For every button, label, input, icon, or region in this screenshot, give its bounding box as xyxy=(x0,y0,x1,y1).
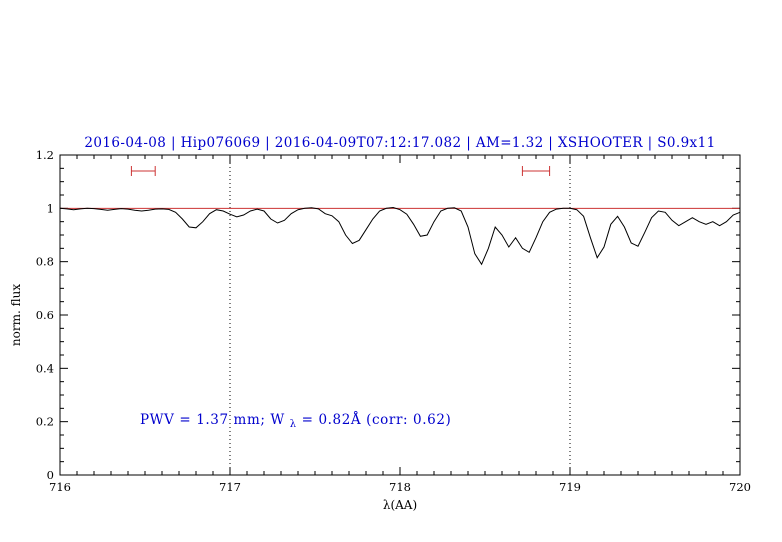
plot-frame xyxy=(59,154,741,476)
pwv-annotation-suffix: = 0.82Å (corr: 0.62) xyxy=(302,412,452,428)
y-tick-label: 0.2 xyxy=(36,415,54,429)
dotted-vlines xyxy=(229,155,571,475)
x-tick-label: 719 xyxy=(559,480,581,494)
spectrum-line xyxy=(59,206,741,266)
y-tick-label: 1 xyxy=(47,201,54,215)
x-tick-label: 717 xyxy=(219,480,241,494)
y-axis-label: norm. flux xyxy=(9,284,23,346)
y-tick-label: 0.4 xyxy=(36,361,54,375)
lambda-subscript: λ xyxy=(290,419,297,430)
pwv-annotation: PWV = 1.37 mm; W λ = 0.82Å (corr: 0.62) xyxy=(140,412,451,431)
y-tick-label: 0.6 xyxy=(36,308,54,322)
y-tick-label: 0.8 xyxy=(36,255,54,269)
plot-title: 2016-04-08 | Hip076069 | 2016-04-09T07:1… xyxy=(84,135,715,151)
x-axis-label: λ(AA) xyxy=(383,498,417,512)
pwv-annotation-prefix: PWV = 1.37 mm; W xyxy=(140,412,285,428)
x-tick-label: 720 xyxy=(729,480,751,494)
y-tick-label: 0 xyxy=(47,468,54,482)
tick-labels: 716 717 718 719 720 0 0.2 0.4 0.6 0.8 1 1.2 xyxy=(36,148,751,494)
band-marker xyxy=(130,166,156,176)
band-marker xyxy=(521,166,551,176)
x-tick-label: 716 xyxy=(49,480,71,494)
pwv-band-markers xyxy=(130,166,551,176)
y-tick-label: 1.2 xyxy=(36,148,54,162)
x-tick-label: 718 xyxy=(389,480,411,494)
